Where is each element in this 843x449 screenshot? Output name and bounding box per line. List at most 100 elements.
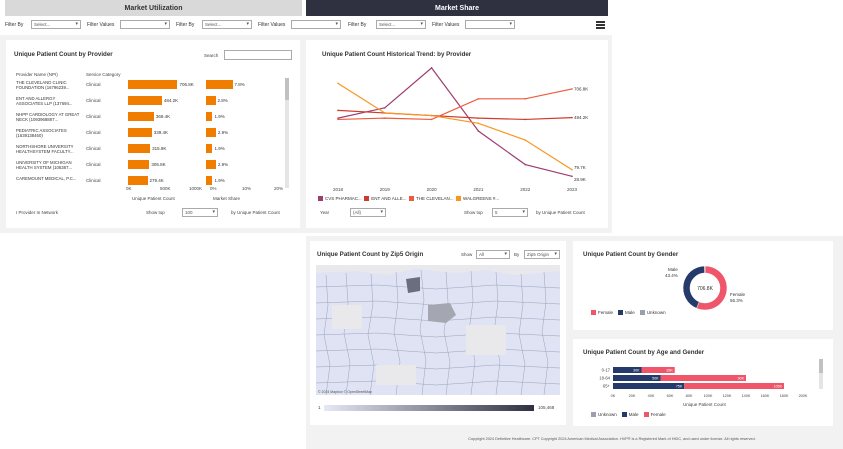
search-input[interactable] [224,50,292,60]
age-bar-value: 50K [652,376,659,380]
trend-point[interactable] [524,118,526,121]
menu-icon[interactable] [596,20,605,29]
by-count-label: by Unique Patient Count [231,210,280,215]
provider-panel-title: Unique Patient Count by Provider [14,51,113,58]
filter-values-select-1[interactable] [120,20,170,29]
share-bar[interactable] [206,160,216,169]
provider-name[interactable]: NHPP CARDIOLOGY AT GREAT NECK (109396888… [16,112,80,122]
trend-point[interactable] [337,117,339,119]
trend-point[interactable] [384,117,386,119]
legend-age-female[interactable]: Female [643,412,666,418]
filter-values-select-3[interactable] [465,20,515,29]
share-bar-label: 1.9% [214,146,225,151]
trend-point[interactable] [524,163,526,166]
trend-point[interactable] [477,122,480,125]
trend-point[interactable] [571,175,573,178]
trend-point[interactable] [571,88,573,90]
age-bar-value: 75K [676,384,683,388]
age-chart: 0-17 30K 35K 18-64 50K 90K 65+ 75K 105K 0K 20K 40K 6… [599,367,808,398]
trend-point[interactable] [571,116,573,119]
count-bar[interactable] [128,160,150,169]
legend-item-cvs[interactable]: CVS PHARMAC... [318,196,362,202]
provider-name[interactable]: NORTHSHORE UNIVERSITY HEALTHSYSTEM FACUL… [16,144,74,154]
trend-point[interactable] [384,112,386,114]
age-bar-male[interactable] [613,375,661,381]
filter-values-label-2: Filter Values [258,22,286,28]
zip-map[interactable] [316,265,560,395]
trend-point[interactable] [337,118,339,121]
gender-panel: Unique Patient Count by Gender 706.8K Ma… [573,241,833,330]
map-by-select[interactable]: Zip5 Origin [524,250,560,259]
trend-point[interactable] [524,98,526,100]
count-bar[interactable] [128,176,148,185]
filter-by-select-1[interactable]: Select... [31,20,81,29]
trend-point[interactable] [430,114,433,117]
share-bar-label: 7.8% [234,82,245,87]
provider-name[interactable]: PEDIATRIC ASSOCIATES (1639138460) [16,128,67,138]
trend-line-3[interactable] [337,82,573,171]
trend-line-0[interactable] [337,66,573,177]
age-bar-male[interactable] [613,367,642,373]
legend-age-unknown[interactable]: Unknown [591,412,617,418]
provider-name[interactable]: CAREMOUNT MEDICAL, P.C... [16,176,77,181]
legend-item-walgreens[interactable]: WALGREENS #... [456,196,499,202]
share-bar[interactable] [206,176,213,185]
count-bar[interactable] [128,128,152,137]
trend-point[interactable] [524,139,526,141]
trend-point[interactable] [571,168,573,171]
share-bar[interactable] [206,96,216,105]
tab-market-share[interactable]: Market Share [306,0,608,16]
count-bar[interactable] [128,144,151,153]
trend-line-1[interactable] [337,109,573,121]
trend-line-2[interactable] [337,88,573,121]
provider-name[interactable]: THE CLEVELAND CLINIC FOUNDATION (1679623… [16,80,70,90]
filter-by-select-3[interactable]: Select... [376,20,426,29]
count-bar[interactable] [128,96,162,105]
table-scrollbar[interactable] [285,78,289,188]
copyright-footer: Copyright 2024 Definitive Healthcare. CP… [468,437,756,441]
age-scrollbar[interactable] [819,359,823,389]
filter-values-label-1: Filter Values [87,22,115,28]
trend-point[interactable] [477,117,480,119]
trend-x-tick: 2023 [567,187,578,192]
trend-point[interactable] [384,107,386,109]
filter-by-select-2[interactable]: Select... [202,20,252,29]
show-top-label: Show top [146,210,165,215]
share-bar[interactable] [206,144,213,153]
share-bar[interactable] [206,128,216,137]
provider-name[interactable]: UNIVERSITY OF MICHIGAN HEALTH SYSTEM (10… [16,160,73,170]
age-bar-female[interactable] [684,383,784,389]
map-show-select[interactable]: All [476,250,510,259]
tab-market-utilization[interactable]: Market Utilization [5,0,302,16]
trend-point[interactable] [337,82,339,85]
legend-item-cleveland[interactable]: THE CLEVELAN... [408,196,454,202]
age-x-tick: 140K [742,394,751,398]
gender-legend: Female Male Unknown [591,310,666,316]
provider-name[interactable]: ENT AND ALLERGY ASSOCIATES LLP (137694..… [16,96,73,106]
age-x-tick: 120K [723,394,732,398]
legend-unknown[interactable]: Unknown [639,310,666,316]
share-bar[interactable] [206,80,233,89]
legend-male[interactable]: Male [618,310,635,316]
show-top-select[interactable]: 100 [182,208,218,217]
trend-point[interactable] [477,130,480,132]
age-bar-female[interactable] [641,367,675,373]
trend-show-top-select[interactable]: 5 [492,208,528,217]
trend-point[interactable] [430,118,433,121]
age-bar-value: 30K [633,368,640,372]
trend-point[interactable] [337,109,339,112]
count-bar[interactable] [128,80,178,89]
legend-female[interactable]: Female [591,310,613,316]
year-label: Year [320,210,330,215]
age-bar-female[interactable] [660,375,747,381]
year-select[interactable]: (All) [350,208,386,217]
trend-point[interactable] [477,98,480,100]
legend-age-male[interactable]: Male [621,412,639,418]
legend-item-ent[interactable]: ENT AND ALLE... [364,196,406,202]
share-bar[interactable] [206,112,213,121]
count-bar[interactable] [128,112,154,121]
count-bar-label: 305.8K [151,162,166,167]
filter-values-select-2[interactable] [291,20,341,29]
age-bar-male[interactable] [613,383,685,389]
trend-point[interactable] [430,67,433,69]
